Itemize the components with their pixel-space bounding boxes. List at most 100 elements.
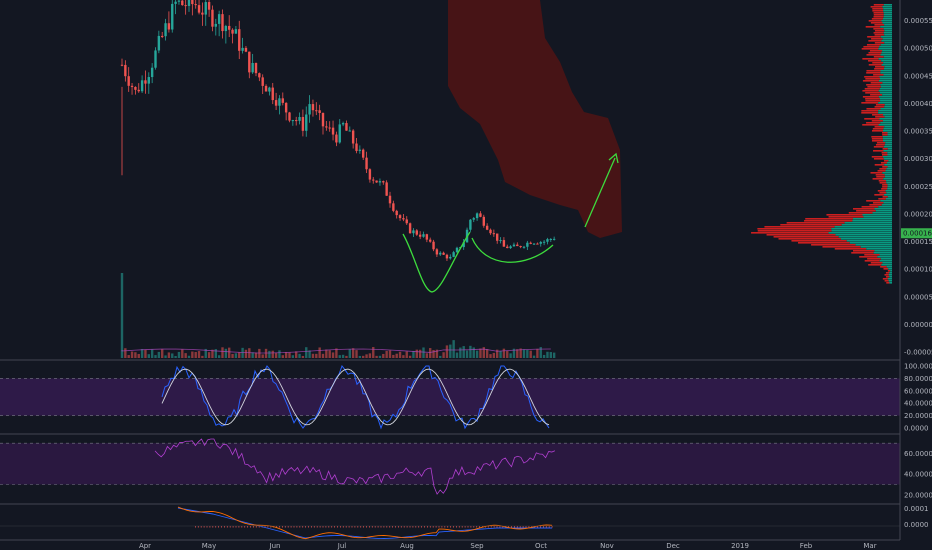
volume-profile-bar-down [805, 218, 853, 220]
candle-body [338, 124, 341, 143]
candle-body [408, 223, 412, 234]
volume-profile-bar-down [884, 280, 889, 282]
price-axis-tick-label: -0.0000500 [904, 349, 932, 357]
volume-profile-bar-down [861, 206, 879, 208]
volume-profile-bar-down [872, 178, 884, 180]
volume-bar [425, 353, 429, 358]
volume-profile-bar-down [871, 38, 883, 40]
volume-bar [398, 351, 402, 358]
volume-profile-bar-down [873, 16, 884, 18]
volume-profile-bar-down [872, 202, 884, 204]
volume-profile-bar-up [840, 238, 892, 240]
candle-body [502, 240, 506, 247]
volume-profile-bar-down [862, 90, 879, 92]
volume-bar [482, 347, 485, 358]
volume-profile-bar-up [878, 48, 892, 50]
candle-body [439, 252, 442, 255]
candle-body [402, 218, 405, 220]
volume-profile-bar-up [880, 86, 892, 88]
volume-bar [161, 349, 164, 358]
volume-bar [358, 355, 362, 358]
volume-profile-bar-up [880, 72, 892, 74]
volume-bar [177, 351, 181, 358]
candle-body [335, 134, 338, 143]
volume-profile-bar-up [883, 114, 892, 116]
volume-bar [432, 350, 435, 358]
volume-profile-bar-up [883, 74, 892, 76]
volume-profile-bar-down [864, 254, 880, 256]
candle-body [472, 218, 475, 220]
stoch-axis-tick-label: 80.0000 [904, 375, 932, 383]
volume-bar [137, 353, 140, 358]
volume-profile-bar-up [889, 276, 892, 278]
volume-bar [268, 350, 271, 358]
volume-profile-bar-up [882, 140, 892, 142]
volume-profile-bar-down [873, 56, 884, 58]
candle-body [318, 110, 321, 113]
volume-profile-bar-up [887, 196, 892, 198]
volume-profile-bar-down [873, 4, 884, 6]
candle-body [278, 98, 281, 106]
volume-profile-bar-up [885, 142, 892, 144]
volume-profile-bar-down [848, 212, 873, 214]
volume-profile-bar-down [868, 60, 882, 62]
volume-profile-bar-down [864, 76, 880, 78]
candle-body [331, 127, 335, 135]
volume-bar [552, 352, 556, 358]
volume-bar [378, 355, 382, 358]
volume-profile-bar-up [880, 70, 892, 72]
price-axis-tick-label: 0.0004000 [904, 100, 932, 108]
price-axis-tick-label: 0.0005500 [904, 17, 932, 25]
volume-profile-bar-down [861, 102, 879, 104]
volume-bar [328, 350, 331, 358]
volume-profile-bar-up [882, 138, 892, 140]
volume-profile-bar-up [887, 166, 892, 168]
volume-profile-bar-up [883, 28, 892, 30]
rsi-axis-tick-label: 20.0000 [904, 491, 932, 499]
volume-profile-bar-up [838, 236, 892, 238]
volume-profile-bar-down [866, 200, 881, 202]
volume-bar [388, 350, 392, 358]
candle-body [171, 3, 174, 30]
volume-profile-bar-down [766, 234, 836, 236]
volume-profile-bar-down [872, 130, 884, 132]
volume-bar [144, 349, 147, 358]
candle-body [288, 112, 291, 121]
volume-profile-bar-up [849, 242, 892, 244]
volume-profile-bar-down [875, 66, 885, 68]
volume-profile-bar-down [870, 22, 883, 24]
volume-profile-bar-up [884, 116, 892, 118]
volume-bar [529, 350, 532, 358]
volume-profile-bar-down [882, 184, 888, 186]
volume-profile-bar-down [868, 52, 882, 54]
volume-bar [244, 349, 248, 358]
candle-body [124, 64, 127, 77]
candle-body [485, 225, 489, 230]
volume-profile-bar-up [882, 172, 892, 174]
candle-body [130, 85, 134, 87]
macd-axis-tick-label: 0.0001 [904, 505, 929, 513]
volume-profile-bar-down [867, 258, 881, 260]
candle-body [147, 77, 150, 84]
volume-profile-bar-up [883, 10, 892, 12]
volume-bar [214, 349, 217, 358]
rsi-axis-tick-label: 40.0000 [904, 471, 932, 479]
volume-profile-bar-down [868, 264, 882, 266]
volume-profile-bar-down [870, 94, 883, 96]
time-axis-tick-label: Jul [337, 542, 347, 550]
volume-bar [127, 355, 130, 358]
volume-bar [502, 348, 506, 358]
volume-profile-bar-up [887, 154, 892, 156]
volume-profile-bar-down [871, 120, 883, 122]
volume-profile-bar-down [881, 152, 888, 154]
volume-bar [392, 354, 395, 358]
volume-profile-bar-down [873, 32, 884, 34]
volume-profile-bar-up [878, 90, 892, 92]
volume-bar [325, 349, 328, 358]
volume-profile-bar-down [786, 222, 845, 224]
volume-profile-bar-up [863, 216, 892, 218]
volume-bar [191, 351, 194, 358]
candle-body [295, 120, 298, 122]
volume-profile-bar-up [883, 16, 892, 18]
